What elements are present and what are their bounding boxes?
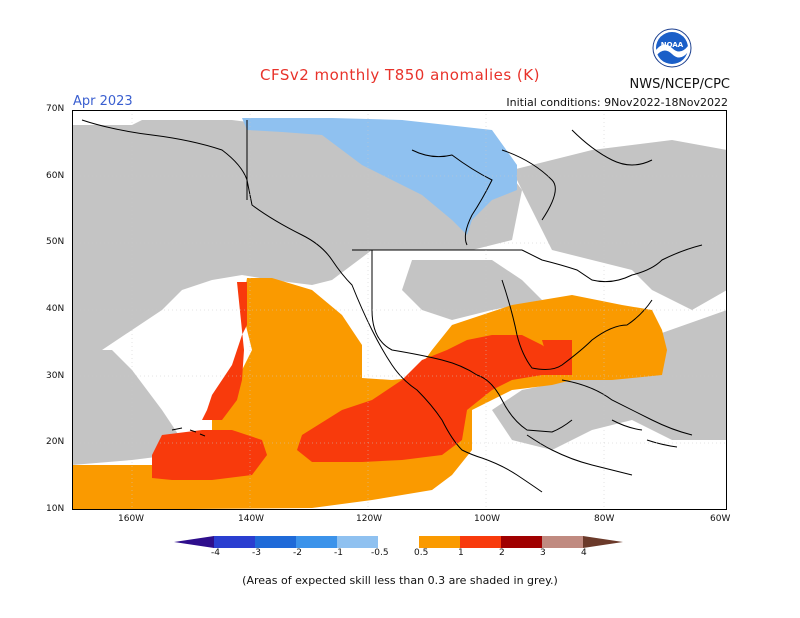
lon-label: 140W xyxy=(238,514,265,524)
lon-label: 120W xyxy=(356,514,383,524)
colorbar-label: 2 xyxy=(499,548,505,558)
colorbar-swatch xyxy=(419,536,460,548)
colorbar-label: -4 xyxy=(211,548,220,558)
forecast-month: Apr 2023 xyxy=(73,94,133,109)
colorbar-label: 1 xyxy=(458,548,464,558)
lon-label: 100W xyxy=(474,514,501,524)
lat-label: 70N xyxy=(46,104,65,114)
colorbar-label: -3 xyxy=(252,548,261,558)
colorbar-swatch xyxy=(337,536,378,548)
colorbar-arrow-low xyxy=(174,536,214,548)
lat-label: 60N xyxy=(46,171,65,181)
lat-label: 40N xyxy=(46,304,65,314)
lat-label: 30N xyxy=(46,371,65,381)
colorbar-label: -1 xyxy=(334,548,343,558)
lon-label: 160W xyxy=(118,514,145,524)
colorbar-label: 3 xyxy=(540,548,546,558)
negative-anomaly-region xyxy=(242,118,517,235)
organization-label: NWS/NCEP/CPC xyxy=(629,77,730,92)
noaa-logo-icon: NOAA xyxy=(652,28,692,68)
svg-text:NOAA: NOAA xyxy=(661,41,684,49)
colorbar-swatch xyxy=(255,536,296,548)
initial-conditions: Initial conditions: 9Nov2022-18Nov2022 xyxy=(506,96,728,109)
positive-anomaly-red xyxy=(152,282,572,480)
map-frame xyxy=(72,110,727,510)
lat-label: 20N xyxy=(46,437,65,447)
graticule xyxy=(72,110,727,510)
colorbar-swatch xyxy=(501,536,542,548)
colorbar-swatch xyxy=(378,536,419,548)
colorbar-swatch xyxy=(542,536,583,548)
anomaly-map xyxy=(72,110,727,510)
colorbar xyxy=(174,536,623,548)
colorbar-swatch xyxy=(460,536,501,548)
colorbar-label: -0.5 xyxy=(371,548,389,558)
colorbar-label: 0.5 xyxy=(414,548,429,558)
lon-label: 80W xyxy=(594,514,615,524)
colorbar-label: -2 xyxy=(293,548,302,558)
colorbar-swatch xyxy=(214,536,255,548)
colorbar-label: 4 xyxy=(581,548,587,558)
lat-label: 10N xyxy=(46,504,65,514)
lat-label: 50N xyxy=(46,237,65,247)
coastlines xyxy=(81,119,703,493)
lon-label: 60W xyxy=(710,514,731,524)
colorbar-swatch xyxy=(296,536,337,548)
colorbar-arrow-high xyxy=(583,536,623,548)
chart-title: CFSv2 monthly T850 anomalies (K) xyxy=(260,66,540,84)
skill-footnote: (Areas of expected skill less than 0.3 a… xyxy=(242,574,558,587)
